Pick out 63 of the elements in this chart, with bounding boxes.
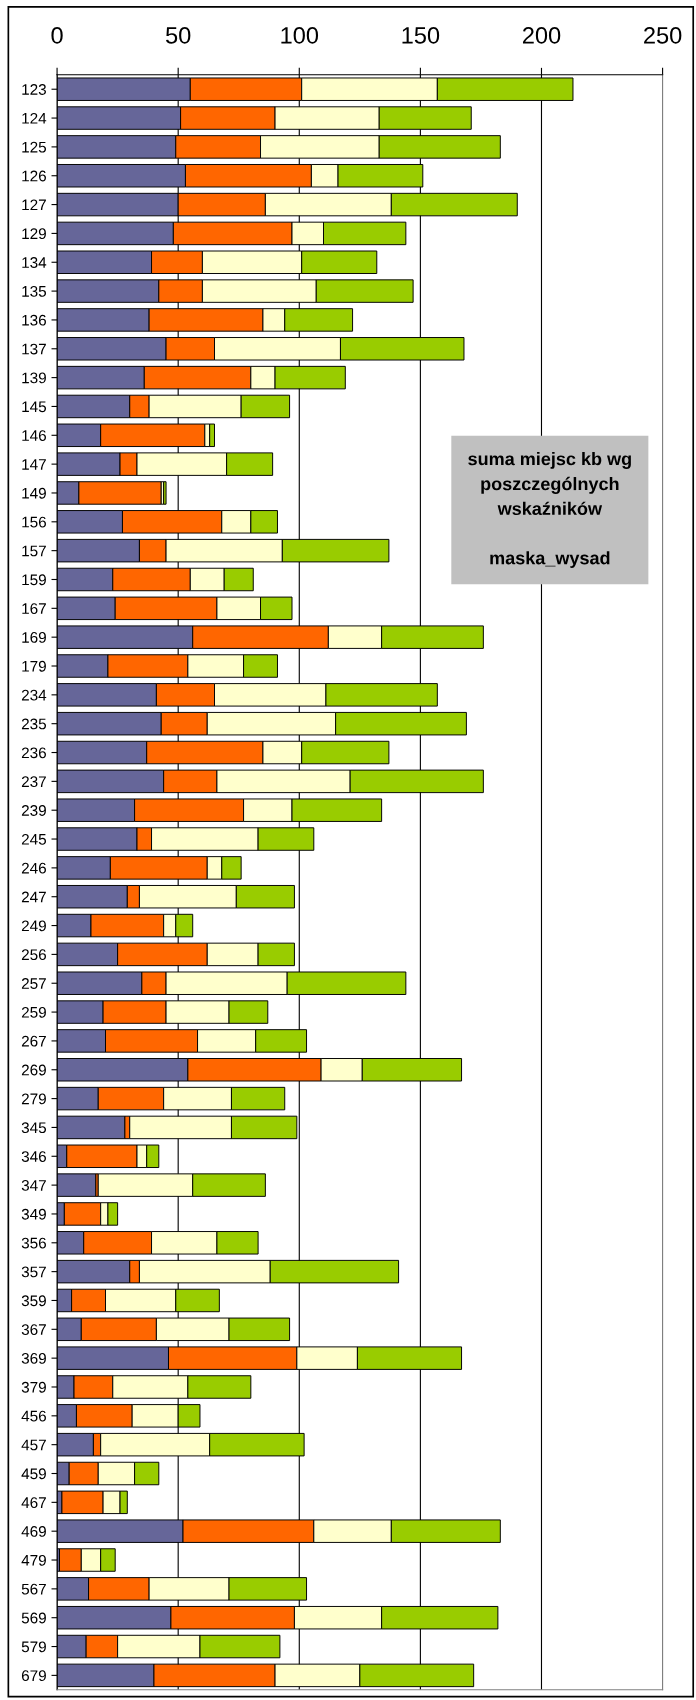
y-tick-label: 159 <box>22 574 46 586</box>
y-tick-label: 123 <box>22 84 46 95</box>
y-tick-label: 246 <box>21 862 46 874</box>
y-tick-label: 235 <box>21 718 47 730</box>
y-tick-label: 149 <box>22 487 46 499</box>
y-tick-label: 357 <box>21 1266 46 1278</box>
y-tick-label: 479 <box>21 1554 46 1566</box>
y-tick-label: 569 <box>21 1612 46 1624</box>
y-tick-label: 269 <box>21 1064 46 1076</box>
y-tick-label: 369 <box>21 1353 46 1364</box>
y-tick-label: 239 <box>21 805 46 816</box>
y-tick-label: 147 <box>22 459 46 470</box>
x-tick-label: 0 <box>51 27 63 44</box>
y-tick-label: 179 <box>22 660 46 672</box>
y-tick-label: 127 <box>22 199 46 211</box>
y-tick-label: 146 <box>22 430 46 441</box>
y-tick-label: 259 <box>21 1006 46 1018</box>
y-tick-label: 469 <box>21 1526 46 1537</box>
x-tick-label: 150 <box>402 27 440 44</box>
y-tick-label: 257 <box>21 978 46 989</box>
y-tick-label: 379 <box>21 1381 46 1393</box>
y-tick-label: 135 <box>22 285 47 297</box>
y-tick-label: 167 <box>22 603 46 615</box>
y-tick-label: 247 <box>21 891 46 903</box>
y-tick-label: 129 <box>22 228 46 240</box>
y-tick-label: 279 <box>21 1093 46 1105</box>
y-tick-label: 136 <box>22 314 46 326</box>
y-tick-label: 236 <box>21 747 46 759</box>
y-tick-label: 349 <box>21 1208 46 1220</box>
y-tick-label: 126 <box>22 170 46 182</box>
y-tick-label: 124 <box>22 112 47 124</box>
y-tick-label: 347 <box>21 1179 46 1191</box>
x-tick-label: 200 <box>522 27 561 44</box>
text: suma miejsc kb wg poszczególnych wskaźników maska_wysad <box>468 452 631 568</box>
y-tick-label: 579 <box>21 1641 46 1653</box>
y-tick-label: 267 <box>21 1035 46 1047</box>
y-tick-label: 367 <box>21 1324 46 1335</box>
y-tick-label: 139 <box>22 372 46 384</box>
x-tick-label: 100 <box>281 27 319 44</box>
y-tick-label: 256 <box>21 949 46 961</box>
y-tick-label: 346 <box>21 1151 46 1162</box>
y-tick-label: 679 <box>21 1670 46 1682</box>
y-tick-label: 245 <box>21 833 47 845</box>
y-tick-label: 359 <box>21 1295 46 1307</box>
y-tick-label: 237 <box>21 776 46 788</box>
y-tick-label: 467 <box>21 1497 46 1509</box>
x-tick-label: 50 <box>165 27 191 44</box>
y-tick-label: 456 <box>21 1410 46 1422</box>
y-tick-label: 134 <box>22 257 47 268</box>
y-tick-label: 567 <box>21 1583 46 1595</box>
y-tick-label: 145 <box>22 401 47 413</box>
y-tick-label: 125 <box>22 141 47 153</box>
y-tick-label: 459 <box>21 1468 46 1480</box>
y-tick-label: 457 <box>21 1439 46 1451</box>
y-tick-label: 345 <box>21 1122 47 1134</box>
y-tick-label: 156 <box>22 516 46 528</box>
y-tick-label: 157 <box>22 545 46 557</box>
y-tick-label: 234 <box>21 689 47 701</box>
y-tick-label: 249 <box>21 920 46 932</box>
x-tick-label: 250 <box>644 27 682 44</box>
y-tick-label: 169 <box>22 632 46 643</box>
y-tick-label: 137 <box>22 343 46 355</box>
y-tick-label: 356 <box>21 1237 46 1249</box>
